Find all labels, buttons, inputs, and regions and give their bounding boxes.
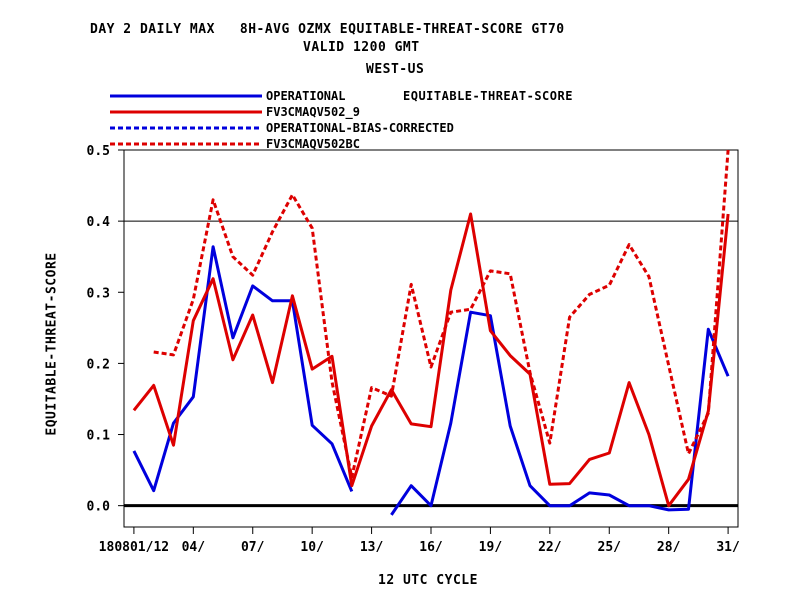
legend-title: EQUITABLE-THREAT-SCORE bbox=[403, 89, 573, 103]
x-tick-label: 31/ bbox=[716, 540, 740, 555]
chart-title-line3: WEST-US bbox=[366, 62, 425, 77]
x-tick-label: 07/ bbox=[241, 540, 265, 555]
y-tick-label: 0.3 bbox=[87, 286, 110, 301]
x-tick-label: 28/ bbox=[657, 540, 681, 555]
x-tick-label: 180801/12 bbox=[99, 540, 169, 555]
x-tick-label: 25/ bbox=[598, 540, 622, 555]
chart-title-line1: DAY 2 DAILY MAX 8H-AVG OZMX EQUITABLE-TH… bbox=[90, 22, 565, 37]
y-tick-label: 0.4 bbox=[87, 215, 111, 230]
chart-title-line2: VALID 1200 GMT bbox=[303, 40, 420, 55]
legend-label-0: OPERATIONAL bbox=[266, 89, 345, 103]
series-line-0 bbox=[390, 310, 730, 516]
series-line-1 bbox=[132, 212, 730, 508]
y-tick-label: 0.0 bbox=[87, 500, 111, 515]
y-tick-label: 0.1 bbox=[87, 429, 111, 444]
x-tick-label: 16/ bbox=[419, 540, 443, 555]
x-axis-label: 12 UTC CYCLE bbox=[378, 573, 478, 588]
x-tick-label: 22/ bbox=[538, 540, 562, 555]
y-tick-label: 0.5 bbox=[87, 144, 110, 159]
legend-label-3: FV3CMAQV502BC bbox=[266, 137, 360, 151]
x-tick-label: 19/ bbox=[479, 540, 503, 555]
x-tick-label: 10/ bbox=[300, 540, 324, 555]
legend-label-2: OPERATIONAL-BIAS-CORRECTED bbox=[266, 121, 454, 135]
y-tick-label: 0.2 bbox=[87, 357, 110, 372]
x-tick-label: 04/ bbox=[182, 540, 206, 555]
legend-label-1: FV3CMAQV502_9 bbox=[266, 105, 360, 120]
x-tick-label: 13/ bbox=[360, 540, 384, 555]
series-line-3 bbox=[153, 149, 730, 479]
